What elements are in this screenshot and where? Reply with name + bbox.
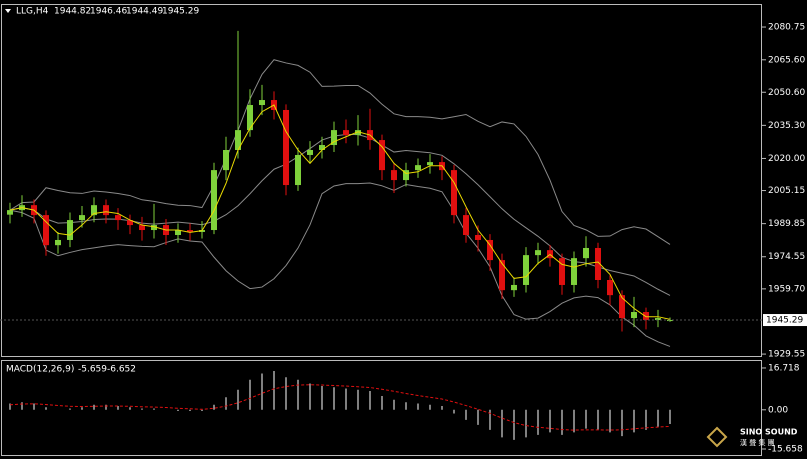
candle-body — [319, 145, 325, 151]
candle-body — [259, 100, 265, 106]
candle-body — [55, 239, 61, 246]
candle-body — [211, 170, 217, 231]
header-close: 1945.29 — [162, 7, 199, 17]
candle-body — [583, 247, 589, 259]
main-panel-border — [1, 4, 762, 357]
candle-body — [535, 250, 541, 256]
macd-y-tick-label: -15.658 — [768, 444, 803, 454]
candle-body — [127, 220, 133, 226]
candle-body — [475, 235, 481, 240]
menu-arrow — [5, 9, 11, 13]
candle-body — [463, 215, 469, 236]
logo-sub: 漢 聲 集 團 — [740, 438, 775, 447]
y-tick-label: 1959.70 — [768, 284, 805, 294]
candle-body — [223, 150, 229, 171]
candle-body — [523, 255, 529, 285]
macd-signal-current: -6.652 — [107, 365, 136, 375]
candle-body — [115, 215, 121, 221]
y-tick-label: 1974.55 — [768, 252, 805, 262]
candle-body — [235, 130, 241, 151]
header-low: 1944.49 — [126, 7, 163, 17]
macd-current: -5.659 — [78, 365, 107, 375]
candle-body — [331, 130, 337, 146]
logo-icon — [706, 426, 728, 448]
y-tick-label: 2065.60 — [768, 55, 805, 65]
bollinger-lower — [9, 182, 671, 347]
candle-body — [559, 258, 565, 285]
candle-body — [103, 205, 109, 216]
candle-body — [283, 109, 289, 186]
candle-body — [139, 225, 145, 231]
candle-body — [91, 205, 97, 216]
y-tick-label: 1929.55 — [768, 350, 805, 360]
header: LLG,H4 1944.82 1946.46 1944.49 1945.29 — [16, 7, 199, 17]
candle-body — [571, 258, 577, 285]
plot — [0, 30, 762, 440]
candle-body — [667, 320, 673, 322]
candle-body — [655, 318, 661, 321]
macd-signal — [9, 384, 671, 431]
symbol: LLG,H4 — [16, 7, 49, 17]
bollinger-upper — [9, 59, 671, 245]
macd-panel-border — [1, 360, 762, 456]
candle-body — [79, 215, 85, 221]
macd-y-tick-label: 16.718 — [768, 363, 800, 373]
candle-body — [607, 279, 613, 296]
candle-body — [643, 312, 649, 321]
candle-body — [307, 150, 313, 155]
price-box-label: 1945.29 — [766, 316, 803, 326]
candle-body — [391, 170, 397, 181]
y-tick-label: 2020.00 — [768, 154, 805, 164]
header-open: 1944.82 — [54, 7, 91, 17]
candle-body — [187, 230, 193, 232]
header-high: 1946.46 — [90, 7, 127, 17]
y-tick-label: 2035.30 — [768, 121, 805, 131]
y-tick-label: 2050.60 — [768, 88, 805, 98]
logo: SINO SOUND 漢 聲 集 團 — [706, 426, 798, 448]
candle-body — [247, 105, 253, 131]
moving-average — [9, 104, 671, 320]
candle-body — [451, 170, 457, 216]
macd-header: MACD(12,26,9) -5.659 -6.652 — [6, 365, 136, 375]
candle-body — [511, 284, 517, 291]
candle-body — [151, 225, 157, 231]
candle-body — [7, 210, 13, 215]
candle-body — [67, 220, 73, 240]
y-tick-label: 2080.75 — [768, 23, 805, 33]
candle-body — [499, 260, 505, 291]
candle-body — [427, 162, 433, 166]
macd-label: MACD(12,26,9) — [6, 365, 74, 375]
candle-body — [415, 165, 421, 171]
price-box — [763, 314, 807, 327]
logo-name: SINO SOUND — [740, 428, 798, 437]
candle-body — [343, 130, 349, 136]
candle-body — [295, 154, 301, 186]
macd-y-tick-label: 0.00 — [768, 405, 788, 415]
candle-body — [43, 215, 49, 246]
y-tick-label: 2005.15 — [768, 186, 805, 196]
candle-body — [403, 170, 409, 181]
candle-body — [487, 239, 493, 261]
candle-body — [619, 295, 625, 319]
candle-body — [379, 140, 385, 171]
y-tick-label: 1989.85 — [768, 219, 805, 229]
candle-body — [355, 130, 361, 136]
candle-body — [631, 312, 637, 319]
candle-body — [595, 247, 601, 280]
candle-body — [175, 230, 181, 236]
